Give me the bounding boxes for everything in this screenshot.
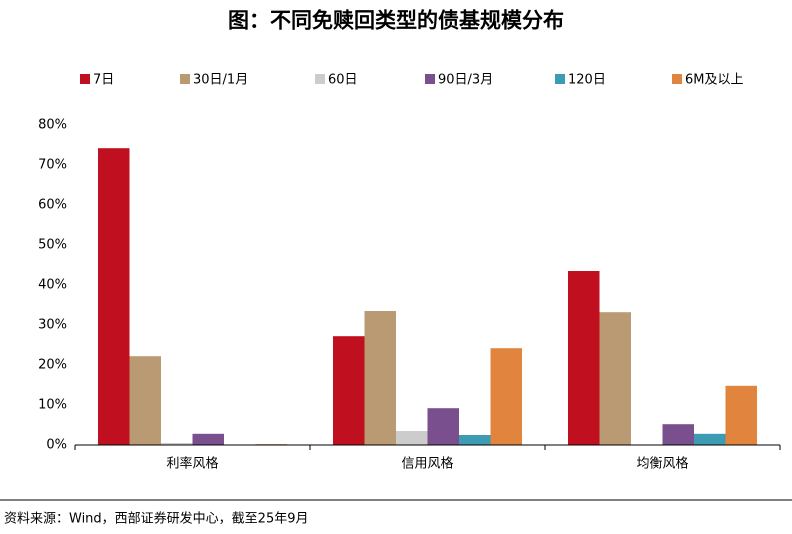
- bar: [662, 424, 694, 445]
- x-tick-label: 均衡风格: [636, 456, 688, 472]
- legend-swatch: [672, 74, 682, 84]
- bar: [568, 271, 600, 445]
- legend-label: 30日/1月: [193, 73, 248, 88]
- legend-label: 90日/3月: [438, 73, 493, 88]
- legend-label: 7日: [93, 73, 114, 88]
- legend-swatch: [425, 74, 435, 84]
- bar: [459, 435, 491, 445]
- legend-label: 120日: [568, 73, 606, 88]
- bar: [599, 312, 631, 445]
- source-note: 资料来源：Wind，西部证券研发中心，截至25年9月: [4, 511, 309, 527]
- bar: [333, 336, 365, 445]
- legend-swatch: [315, 74, 325, 84]
- legend-label: 6M及以上: [685, 73, 744, 88]
- legend-swatch: [555, 74, 565, 84]
- legend-label: 60日: [328, 73, 358, 88]
- y-tick-label: 0%: [46, 438, 67, 453]
- y-tick-label: 30%: [38, 318, 67, 333]
- bar: [129, 356, 161, 445]
- x-tick-label: 利率风格: [166, 456, 218, 472]
- chart-title: 图：不同免赎回类型的债基规模分布: [228, 8, 564, 33]
- bar: [490, 348, 522, 445]
- bar: [98, 148, 130, 445]
- bar: [725, 385, 757, 445]
- y-tick-label: 80%: [38, 118, 67, 133]
- legend-swatch: [180, 74, 190, 84]
- x-tick-label: 信用风格: [401, 456, 453, 472]
- bar: [694, 433, 726, 445]
- y-tick-label: 40%: [38, 278, 67, 293]
- bar: [396, 431, 428, 445]
- y-tick-label: 60%: [38, 198, 67, 213]
- bar: [192, 433, 224, 445]
- y-tick-label: 20%: [38, 358, 67, 373]
- bar: [364, 311, 396, 445]
- bar: [427, 408, 459, 445]
- y-tick-label: 50%: [38, 238, 67, 253]
- bar: [161, 443, 193, 445]
- legend-swatch: [80, 74, 90, 84]
- y-tick-label: 10%: [38, 398, 67, 413]
- y-tick-label: 70%: [38, 158, 67, 173]
